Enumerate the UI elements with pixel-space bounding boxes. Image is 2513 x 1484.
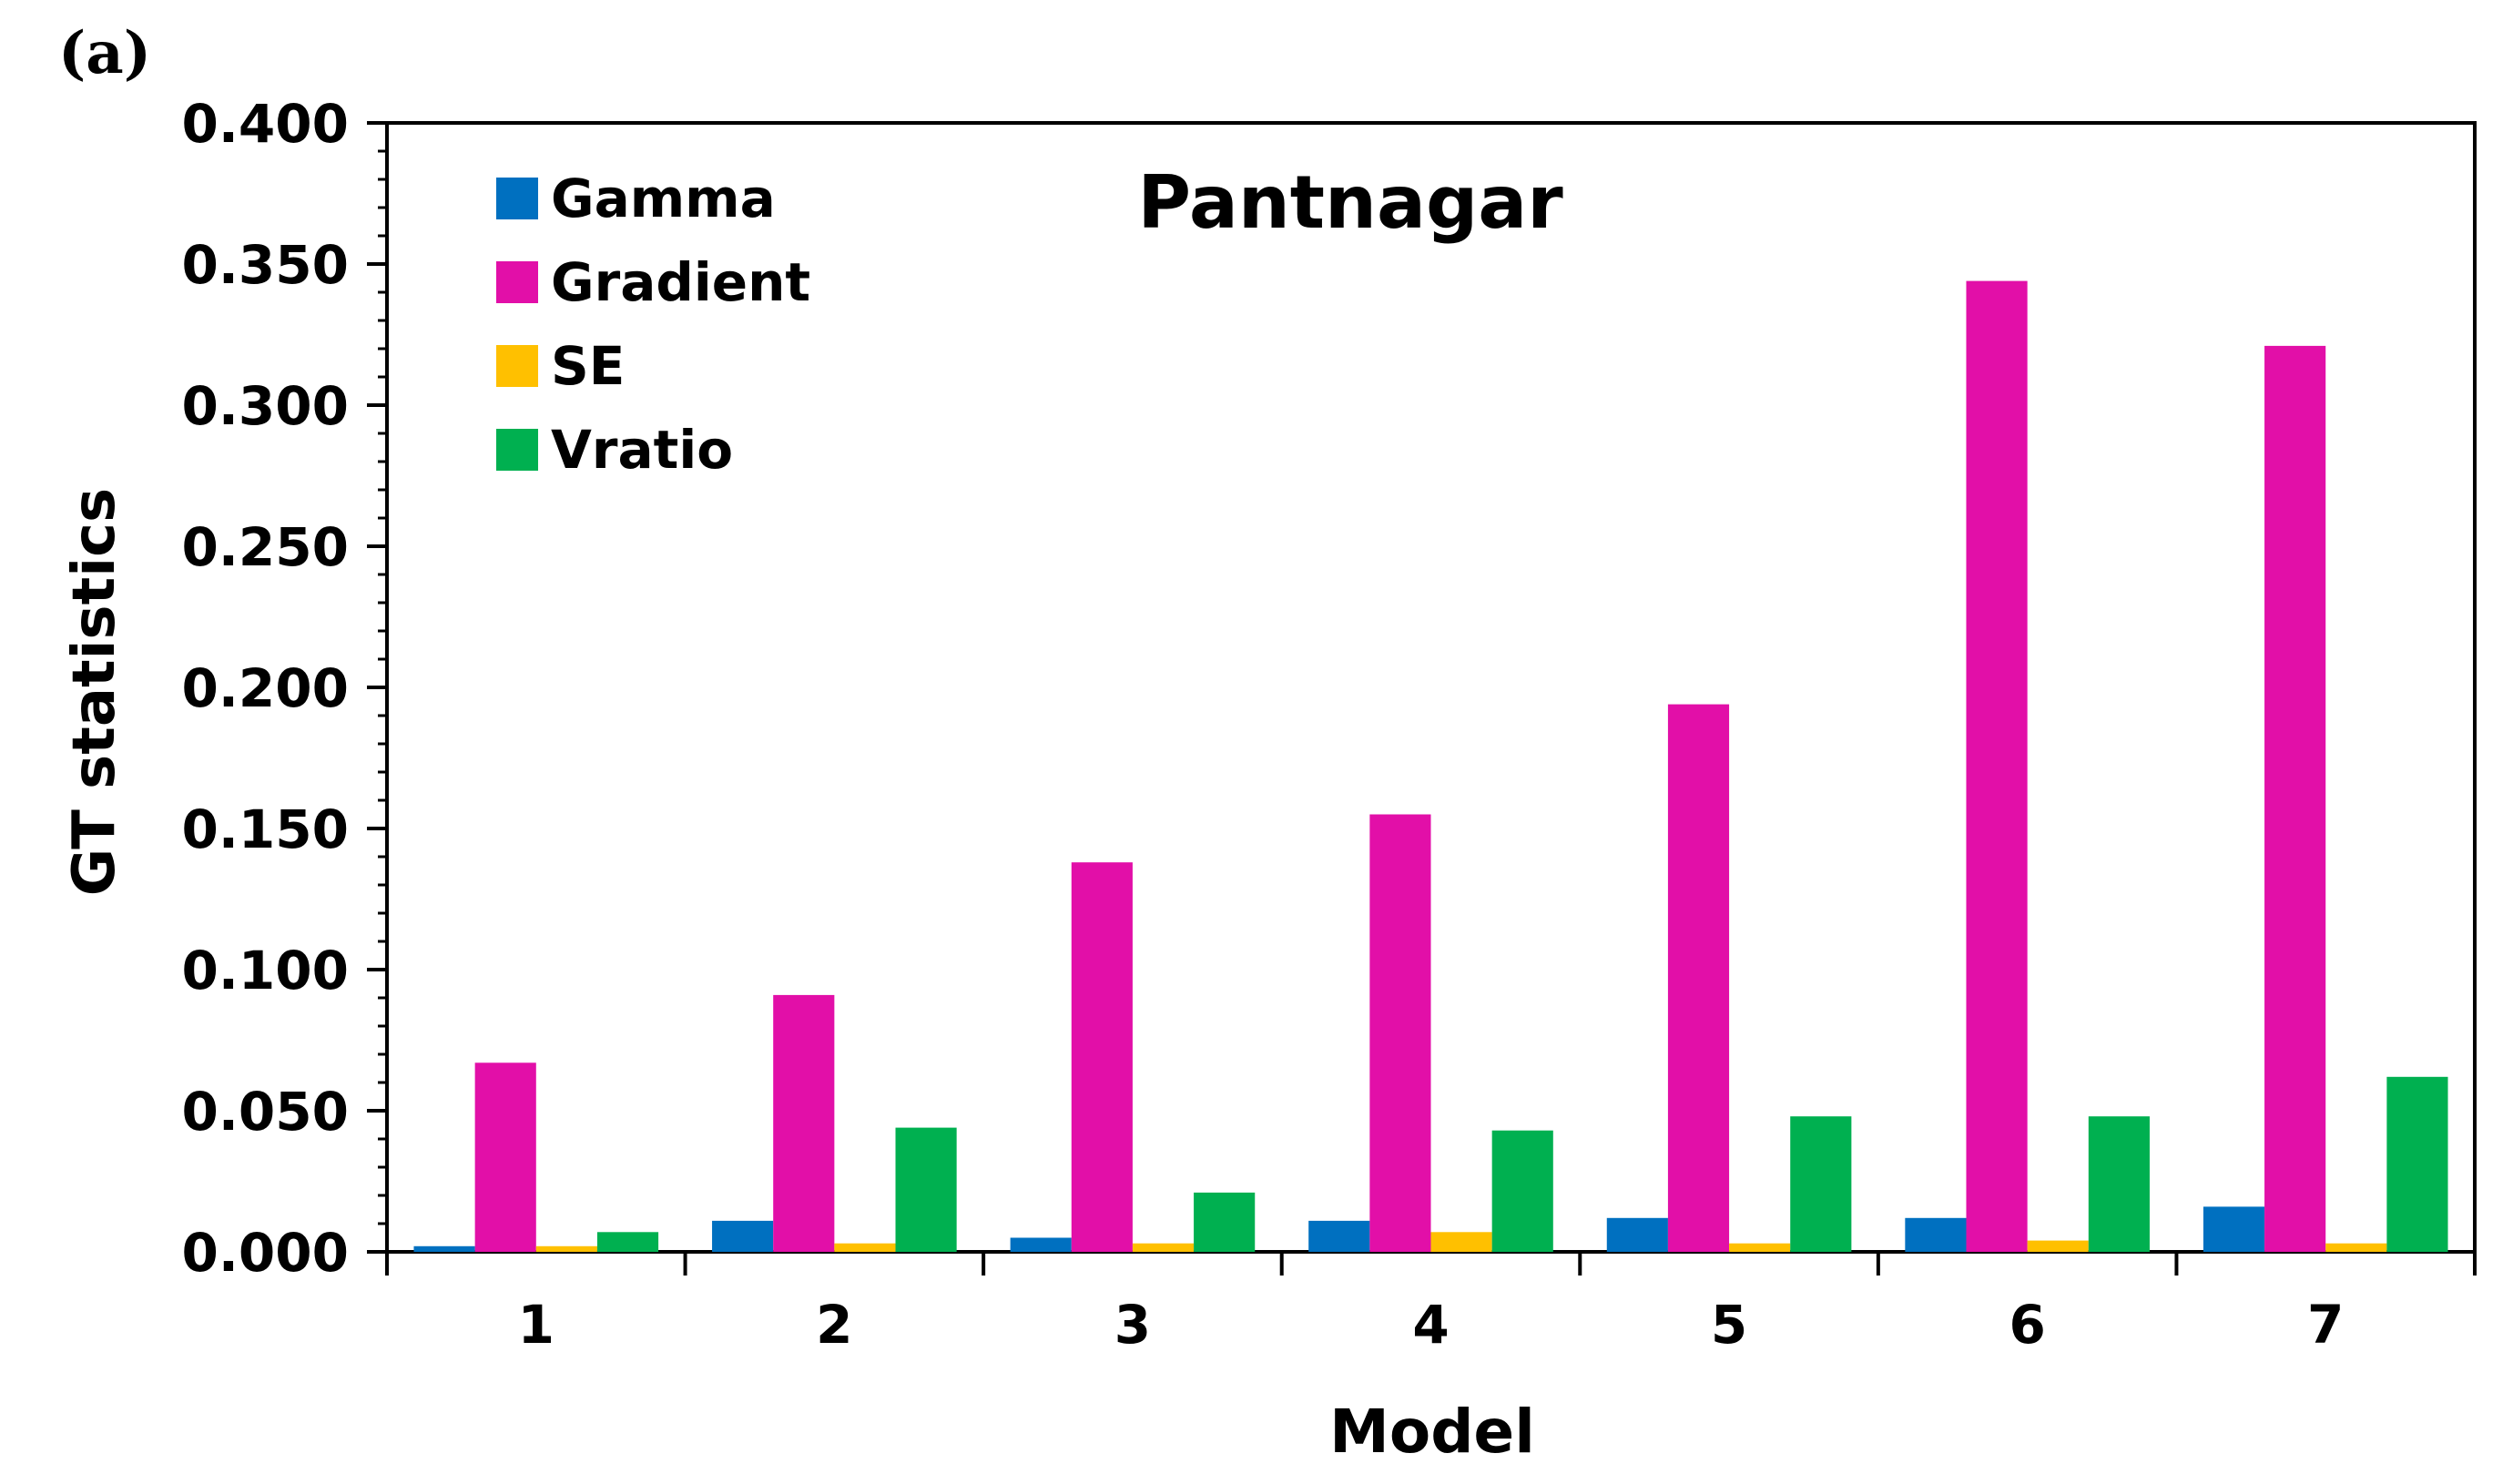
x-tick-label-2: 2 xyxy=(816,1294,852,1356)
y-tick-label: 0.350 xyxy=(182,234,349,296)
bar-vratio-model-7 xyxy=(2386,1076,2448,1252)
x-tick-label-6: 6 xyxy=(2009,1294,2045,1356)
x-tick-label-3: 3 xyxy=(1114,1294,1151,1356)
bar-gradient-model-4 xyxy=(1369,814,1431,1252)
chart-title: Pantnagar xyxy=(1137,160,1563,245)
bar-gamma-model-2 xyxy=(712,1220,774,1252)
bar-gradient-model-2 xyxy=(773,994,835,1252)
bar-se-model-3 xyxy=(1132,1243,1195,1252)
legend-swatch-gamma xyxy=(496,178,538,219)
bar-gamma-model-6 xyxy=(1905,1217,1967,1252)
bar-gamma-model-5 xyxy=(1606,1217,1668,1252)
x-tick-label-7: 7 xyxy=(2307,1294,2344,1356)
x-tick-label-5: 5 xyxy=(1711,1294,1747,1356)
bar-gradient-model-1 xyxy=(474,1062,536,1252)
plot-area: 0.000 0.050 0.100 0.150 0.200 0.250 0.300 0.350… xyxy=(182,93,2477,1356)
y-tick-label: 0.150 xyxy=(182,798,349,860)
bar-se-model-1 xyxy=(535,1245,597,1252)
y-tick-label: 0.300 xyxy=(182,375,349,437)
bar-se-model-7 xyxy=(2325,1243,2387,1252)
legend: Gamma Gradient SE Vratio xyxy=(496,168,810,481)
bar-gamma-model-3 xyxy=(1010,1237,1072,1252)
y-tick-label: 0.000 xyxy=(182,1222,349,1284)
legend-swatch-se xyxy=(496,345,538,387)
x-tick-label-1: 1 xyxy=(518,1294,554,1356)
legend-swatch-vratio xyxy=(496,429,538,471)
y-tick-label: 0.400 xyxy=(182,93,349,155)
bar-vratio-model-6 xyxy=(2088,1116,2150,1252)
bar-gradient-model-3 xyxy=(1071,862,1133,1252)
bar-vratio-model-2 xyxy=(895,1127,957,1252)
legend-label-vratio: Vratio xyxy=(551,419,733,481)
bar-vratio-model-5 xyxy=(1790,1116,1852,1252)
legend-label-gradient: Gradient xyxy=(551,251,810,313)
bar-gradient-model-6 xyxy=(1966,280,2028,1253)
bar-se-model-2 xyxy=(834,1243,896,1252)
y-tick-label: 0.250 xyxy=(182,516,349,578)
y-tick-label: 0.100 xyxy=(182,940,349,1001)
x-tick-label-4: 4 xyxy=(1412,1294,1449,1356)
bar-se-model-4 xyxy=(1430,1232,1492,1252)
bar-se-model-6 xyxy=(2027,1240,2089,1252)
y-axis-label: GT statistics xyxy=(61,488,128,896)
bar-vratio-model-1 xyxy=(596,1232,659,1252)
bar-vratio-model-4 xyxy=(1491,1130,1553,1252)
panel-label: (a) xyxy=(58,19,151,87)
y-tick-label: 0.200 xyxy=(182,657,349,719)
bar-gamma-model-1 xyxy=(413,1245,475,1252)
bar-gamma-model-7 xyxy=(2203,1206,2265,1252)
legend-swatch-gradient xyxy=(496,261,538,303)
y-tick-label: 0.050 xyxy=(182,1081,349,1143)
legend-label-se: SE xyxy=(551,335,625,397)
legend-label-gamma: Gamma xyxy=(551,168,776,229)
bar-gradient-model-7 xyxy=(2264,345,2326,1252)
x-axis-label: Model xyxy=(1329,1397,1535,1467)
bar-gamma-model-4 xyxy=(1308,1220,1370,1252)
bar-gradient-model-5 xyxy=(1667,704,1730,1252)
bar-se-model-5 xyxy=(1729,1243,1791,1252)
bar-vratio-model-3 xyxy=(1194,1192,1256,1252)
